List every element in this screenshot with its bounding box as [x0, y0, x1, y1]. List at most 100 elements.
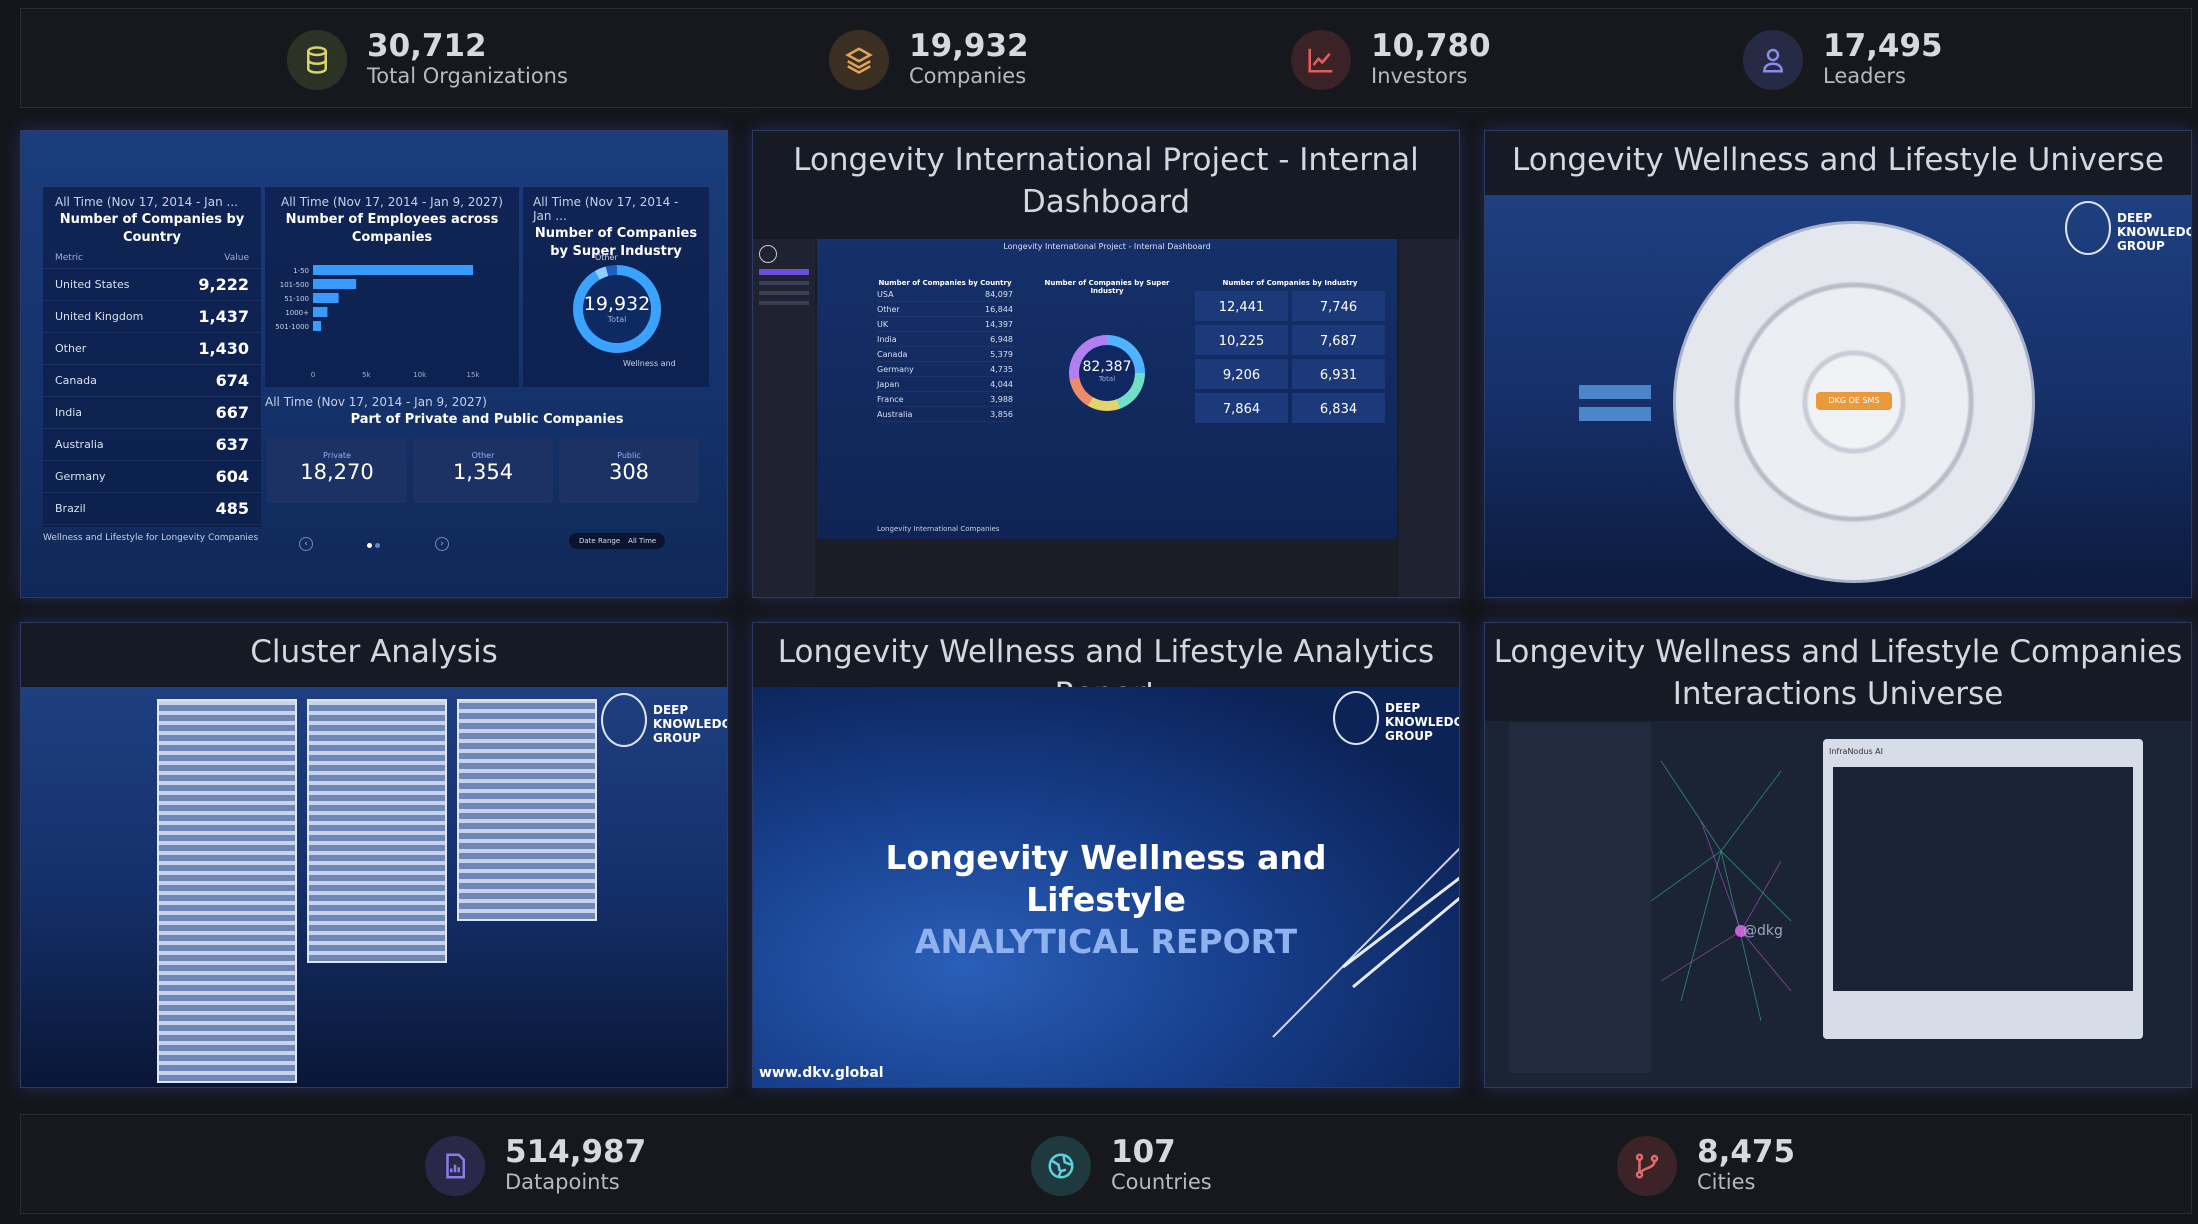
report-title-line: Lifestyle	[1026, 880, 1186, 919]
report-thumbnail: Longevity Wellness and Lifestyle ANALYTI…	[753, 687, 1459, 1087]
brain-logo-icon	[2065, 201, 2111, 255]
stat-label: Companies	[909, 64, 1027, 89]
column-metric: Metric	[55, 252, 83, 263]
card-title: Cluster Analysis	[21, 623, 727, 687]
axis-tick-label: 10k	[413, 371, 427, 379]
stat-total-organizations: 30,712 Total Organizations	[287, 29, 568, 90]
card-title: Longevity Wellness and Lifestyle Univers…	[1485, 131, 2191, 195]
date-range-selector[interactable]: Date Range All Time	[569, 533, 665, 549]
card-cluster-analysis[interactable]: Cluster Analysis DEEP KNOWLEDGE GROUP	[20, 622, 728, 1088]
row-value: 485	[215, 499, 249, 518]
axis-tick-label: 0	[311, 371, 315, 379]
donut-value: 82,387	[1082, 359, 1132, 375]
industry-value: 6,834	[1292, 393, 1385, 423]
table-row: USA 84,097	[877, 287, 1013, 302]
logo-line: GROUP	[2117, 239, 2165, 253]
row-name: Germany	[877, 364, 914, 374]
card-wellness-universe[interactable]: Longevity Wellness and Lifestyle Univers…	[1484, 130, 2192, 598]
card-interactions-universe[interactable]: Longevity Wellness and Lifestyle Compani…	[1484, 622, 2192, 1088]
row-value: 1,430	[198, 339, 249, 358]
row-name: France	[877, 394, 904, 404]
card-internal-dashboard[interactable]: Longevity International Project - Intern…	[752, 130, 1460, 598]
row-value: 3,988	[990, 394, 1013, 404]
globe-icon	[1031, 1135, 1091, 1196]
logo-line: KNOWLEDGE	[1385, 715, 1459, 729]
report-icon	[425, 1135, 485, 1196]
table-row: Brazil 485	[43, 493, 261, 525]
stat-value: 8,475	[1697, 1134, 1796, 1170]
panel-period: All Time (Nov 17, 2014 - Jan ...	[533, 195, 679, 223]
card-companies-dashboard[interactable]: All Time (Nov 17, 2014 - Jan ... Number …	[20, 130, 728, 598]
stat-value: 107	[1111, 1134, 1176, 1170]
thumbnail-main: Longevity International Project - Intern…	[817, 239, 1397, 539]
branch-icon	[1617, 1135, 1677, 1196]
row-name: Canada	[55, 374, 97, 387]
row-name: United States	[55, 278, 130, 291]
stat-datapoints: 514,987 Datapoints	[425, 1135, 646, 1196]
chevron-left-icon[interactable]: ‹	[299, 537, 313, 551]
cluster-column	[157, 699, 297, 1083]
cluster-column	[457, 699, 597, 921]
dashboard-footer: Wellness and Lifestyle for Longevity Com…	[43, 533, 259, 543]
inner-rows: USA 84,097 Other 16,844 UK 14,397 India 6,948 Ca…	[877, 287, 1013, 422]
logo-text: DEEP KNOWLEDGE GROUP	[2117, 211, 2191, 253]
row-name: Other	[55, 342, 87, 355]
universe-label-box	[1579, 407, 1651, 421]
row-name: Canada	[877, 349, 908, 359]
table-row: Canada 674	[43, 365, 261, 397]
industry-value: 7,687	[1292, 325, 1385, 355]
sidebar-item	[759, 301, 809, 305]
bar	[313, 307, 328, 317]
page-dot[interactable]	[367, 543, 372, 548]
table-row: Australia 3,856	[877, 407, 1013, 422]
stat-cities: 8,475 Cities	[1617, 1135, 1795, 1196]
stat-label: Leaders	[1823, 64, 1906, 89]
panel-super-industry: All Time (Nov 17, 2014 - Jan ... Number …	[523, 187, 709, 387]
network-graph	[1650, 760, 1792, 1022]
axis-tick-label: 5k	[362, 371, 371, 379]
row-name: Germany	[55, 470, 106, 483]
row-name: USA	[877, 289, 894, 299]
infranodus-graph	[1833, 767, 2133, 991]
thumbnail-right-panel	[1399, 239, 1459, 597]
table-row: India 6,948	[877, 332, 1013, 347]
chevron-right-icon[interactable]: ›	[435, 537, 449, 551]
table-row: Germany 604	[43, 461, 261, 493]
employees-bar-chart: 1-50 101-500 51-100 1000+ 501-1000 0 5k 10k 15k	[275, 265, 480, 379]
logo-text: DEEP KNOWLEDGE GROUP	[1385, 701, 1459, 743]
logo-line: KNOWLEDGE	[2117, 225, 2191, 239]
logo-line: GROUP	[653, 731, 701, 745]
network-thumbnail: @dkg InfraNodus AI	[1485, 721, 2191, 1087]
stat-leaders: 17,495 Leaders	[1743, 29, 1943, 90]
panel-period: All Time (Nov 17, 2014 - Jan 9, 2027)	[281, 195, 503, 209]
page-dot[interactable]	[375, 543, 380, 548]
row-value: 4,044	[990, 379, 1013, 389]
kpi-value: 1,354	[452, 460, 514, 484]
logo-line: DEEP	[2117, 211, 2153, 225]
bar	[313, 293, 339, 303]
column-value: Value	[224, 252, 249, 263]
stat-label: Investors	[1371, 64, 1468, 89]
network-center-node: @dkg	[1743, 923, 1783, 939]
row-value: 667	[215, 403, 249, 422]
brain-logo-icon	[601, 693, 647, 747]
cluster-column	[307, 699, 447, 963]
row-value: 674	[215, 371, 249, 390]
stat-value: 514,987	[505, 1134, 647, 1170]
card-analytics-report[interactable]: Longevity Wellness and Lifestyle Analyti…	[752, 622, 1460, 1088]
country-table: United States 9,222 United Kingdom 1,437 Oth…	[43, 269, 261, 525]
panel-title: Number of Companies by Super Industry	[534, 226, 698, 259]
stat-label: Countries	[1111, 1170, 1212, 1195]
stat-value: 10,780	[1371, 28, 1491, 64]
bar	[313, 321, 321, 331]
inner-panel-title: Number of Companies by Super Industry	[1044, 279, 1170, 295]
panel-employees: All Time (Nov 17, 2014 - Jan 9, 2027) Nu…	[265, 187, 519, 387]
row-name: Japan	[877, 379, 900, 389]
stat-value: 17,495	[1823, 28, 1943, 64]
row-name: Australia	[877, 409, 913, 419]
row-value: 604	[215, 467, 249, 486]
table-row: Other 1,430	[43, 333, 261, 365]
report-url: www.dkv.global	[759, 1065, 884, 1081]
row-value: 9,222	[198, 275, 249, 294]
table-header: Metric Value	[43, 247, 261, 269]
